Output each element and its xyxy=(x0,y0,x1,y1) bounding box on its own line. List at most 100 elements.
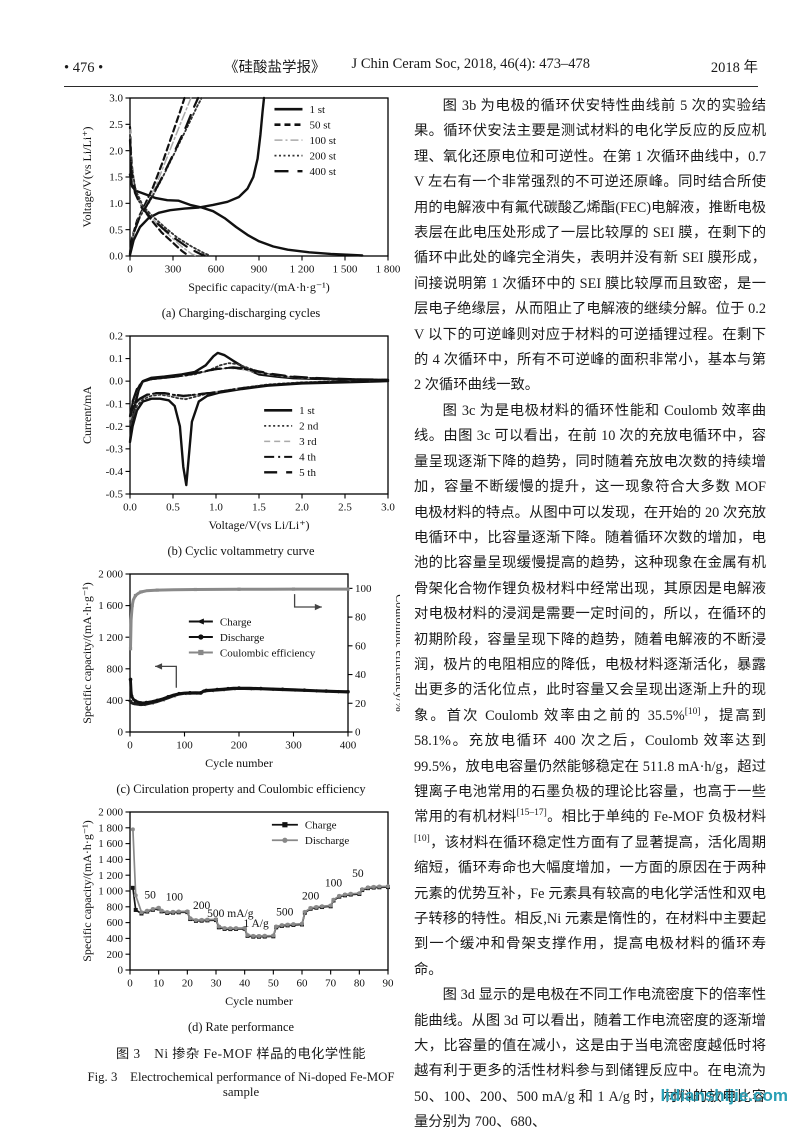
marker-circle xyxy=(346,689,350,694)
journal-line: 《硅酸盐学报》 J Chin Ceram Soc, 2018, 46(4): 4… xyxy=(224,56,590,77)
marker-circle xyxy=(324,689,328,693)
y-tick-label: 600 xyxy=(107,917,124,929)
legend-label: Charge xyxy=(305,820,337,832)
chart-b-block: 0.0 0.5 1.0 1.5 2.0 2.5 3.0 -0.5 -0.4 -0.3 -0.2 -0.… xyxy=(80,328,402,561)
y-tick-label: 1.5 xyxy=(109,172,123,184)
y2-tick-label: 60 xyxy=(355,640,367,652)
axis-arrow xyxy=(155,665,177,688)
chart-d-caption: (d) Rate performance xyxy=(188,1020,294,1034)
chart-c-block: 0 100 200 300 400 0 400 800 1 200 1 600 2 000 0 20 40… xyxy=(80,566,402,799)
legend-label: 3 rd xyxy=(299,436,317,448)
chart-a-caption: (a) Charging-discharging cycles xyxy=(161,306,321,320)
marker-circle xyxy=(377,884,382,889)
marker-circle xyxy=(343,892,347,897)
y-tick-label: -0.1 xyxy=(106,398,123,410)
x-tick-label: 1 800 xyxy=(376,264,400,276)
axis-arrow-head xyxy=(314,603,322,611)
marker-circle xyxy=(129,694,134,698)
marker-circle xyxy=(282,837,288,843)
y-tick-label: -0.3 xyxy=(106,443,124,455)
x-tick-label: 2.0 xyxy=(295,502,309,514)
y-tick-label: 800 xyxy=(107,901,124,913)
figure-column: 0 300 600 900 1 200 1 500 1 800 0.0 0.5 1.0 1.5 2.0… xyxy=(80,90,402,1100)
x-axis-label: Cycle number xyxy=(225,994,293,1008)
marker-circle xyxy=(314,904,319,909)
annotation-label: 100 xyxy=(325,877,343,889)
y-tick-label: 0 xyxy=(118,727,124,739)
x-tick-label: 1 200 xyxy=(290,264,315,276)
marker-circle xyxy=(144,700,149,705)
marker-circle xyxy=(199,917,204,922)
series-200st-discharge xyxy=(129,134,212,257)
marker-circle xyxy=(357,891,362,896)
body-paragraph-1: 图 3b 为电极的循环伏安特性曲线前 5 次的实验结果。循环伏安法主要是测试材料… xyxy=(414,98,766,394)
y2-tick-label: 0 xyxy=(355,727,361,739)
article-text-column: 图 3b 为电极的循环伏安特性曲线前 5 次的实验结果。循环伏安法主要是测试材料… xyxy=(414,94,766,1127)
y-tick-label: 2.0 xyxy=(109,145,123,157)
marker-square xyxy=(346,587,350,591)
marker-circle xyxy=(360,887,365,892)
marker-circle xyxy=(199,691,203,695)
annotation-label: 500 xyxy=(276,906,294,918)
x-tick-label: 80 xyxy=(354,978,366,990)
series-1st-charge xyxy=(128,96,266,257)
figure-caption-en: Fig. 3 Electrochemical performance of Ni… xyxy=(87,1070,395,1099)
x-tick-label: 2.5 xyxy=(338,502,352,514)
marker-circle xyxy=(198,634,204,640)
marker-circle xyxy=(176,909,181,914)
annotation-label: 50 xyxy=(352,868,364,880)
marker-circle xyxy=(371,884,376,889)
marker-circle xyxy=(159,908,164,913)
x-tick-label: 50 xyxy=(268,978,280,990)
y-tick-label: 0 xyxy=(118,965,124,977)
marker-circle xyxy=(188,916,193,921)
y2-tick-label: 100 xyxy=(355,583,372,595)
marker-circle xyxy=(300,921,304,926)
page-number: • 476 • xyxy=(64,60,104,76)
series-400st-discharge xyxy=(128,139,206,257)
x-tick-label: 70 xyxy=(325,978,337,990)
legend-label: 1 st xyxy=(299,405,315,417)
marker-circle xyxy=(337,893,342,898)
legend-label: Discharge xyxy=(305,835,350,847)
x-tick-label: 30 xyxy=(211,978,223,990)
y-tick-label: 0.5 xyxy=(109,224,123,236)
figure-caption-zh: 图 3 Ni 掺杂 Fe-MOF 样品的电化学性能 xyxy=(116,1046,366,1061)
marker-circle xyxy=(386,884,390,889)
marker-circle xyxy=(259,686,263,691)
marker-circle xyxy=(165,910,170,915)
chart-d-block: 0 10 20 30 40 50 60 70 80 90 0 200 400 600 800 1 000 1 2… xyxy=(80,804,402,1037)
x-tick-label: 200 xyxy=(231,740,248,752)
y-axis-label: Specific capacity/(mA·h·g⁻¹) xyxy=(80,582,94,724)
marker-circle xyxy=(285,922,290,927)
marker-square xyxy=(291,587,296,591)
marker-circle xyxy=(262,933,267,938)
y2-tick-label: 40 xyxy=(355,669,367,681)
x-tick-label: 0.0 xyxy=(123,502,137,514)
marker-circle xyxy=(193,918,198,923)
axis-arrow-head xyxy=(155,663,163,670)
marker-circle xyxy=(150,907,155,912)
marker-circle xyxy=(130,827,135,832)
x-tick-label: 0 xyxy=(127,978,133,990)
y-tick-label: 3.0 xyxy=(109,93,123,105)
header-year: 2018 年 xyxy=(710,60,758,76)
marker-circle xyxy=(133,893,138,898)
marker-square xyxy=(133,593,138,598)
marker-square xyxy=(130,604,134,608)
x-tick-label: 600 xyxy=(208,264,225,276)
y-tick-label: 1 800 xyxy=(98,822,123,834)
marker-circle xyxy=(308,905,313,910)
watermark-link[interactable]: lidianshijie.com xyxy=(660,1086,788,1105)
y-axis-label: Current/mA xyxy=(80,386,94,444)
y2-axis-label: Coulombic efficiency/% xyxy=(393,594,400,711)
legend-label: Discharge xyxy=(220,632,265,644)
annotation-label: 200 xyxy=(302,891,320,903)
chart-d-rate-performance: 0 10 20 30 40 50 60 70 80 90 0 200 400 600 800 1 000 1 2… xyxy=(80,807,394,1008)
x-tick-label: 0.5 xyxy=(166,502,180,514)
y-tick-label: 1 000 xyxy=(98,886,123,898)
x-axis-label: Specific capacity/(mA·h·g⁻¹) xyxy=(188,280,330,294)
marker-circle xyxy=(234,926,239,931)
marker-circle xyxy=(279,923,284,928)
x-tick-label: 0 xyxy=(127,740,133,752)
